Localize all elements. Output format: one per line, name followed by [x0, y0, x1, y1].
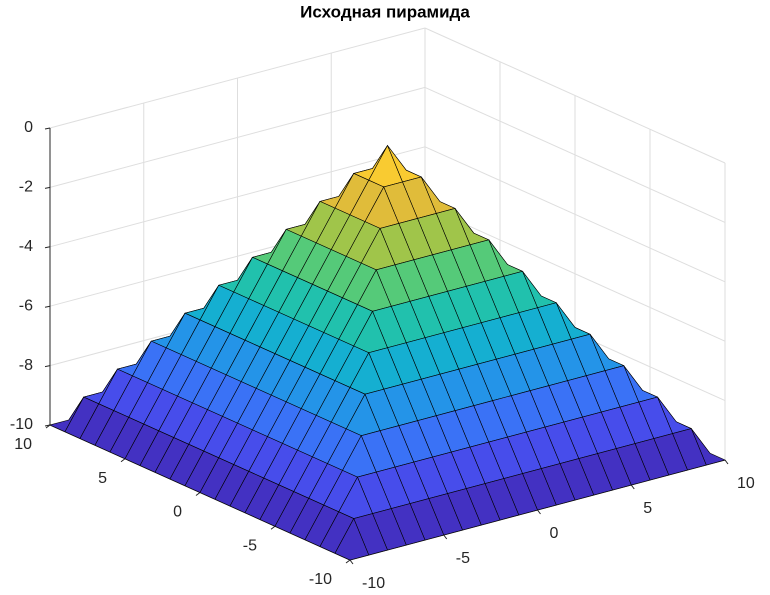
z-tick-label: -8: [19, 357, 33, 374]
y-tick: [195, 492, 201, 496]
grid-line: [424, 205, 726, 342]
z-tick-label: -4: [19, 238, 33, 255]
x-tick: [630, 484, 635, 490]
y-tick: [345, 559, 351, 564]
z-tick: [44, 305, 51, 308]
x-tick-label: 5: [643, 500, 652, 517]
z-tick: [44, 127, 51, 130]
y-tick: [120, 458, 126, 463]
surface-face: [334, 517, 370, 561]
x-tick-label: -10: [362, 575, 385, 592]
x-tick: [537, 509, 541, 515]
z-tick: [44, 365, 51, 368]
z-tick: [44, 186, 51, 189]
chart-title: Исходная пирамида: [300, 2, 470, 21]
z-tick: [44, 246, 51, 249]
z-tick-label: 0: [24, 119, 33, 136]
grid-line: [49, 27, 426, 129]
y-tick-label: 10: [14, 436, 32, 453]
grid-line: [49, 146, 426, 248]
y-tick-label: 0: [173, 504, 182, 521]
y-tick-label: 5: [98, 470, 107, 487]
grid-line: [424, 27, 726, 164]
x-tick-label: 0: [550, 525, 559, 542]
z-tick-label: -6: [19, 297, 33, 314]
x-tick: [443, 534, 448, 540]
grid-line: [424, 146, 726, 283]
x-tick: [349, 559, 354, 565]
grid-line: [424, 86, 726, 223]
y-tick-label: -5: [243, 537, 257, 554]
z-tick-label: -10: [10, 416, 33, 433]
z-tick-label: -2: [19, 179, 33, 196]
x-tick-label: -5: [456, 550, 470, 567]
x-tick-label: 10: [737, 475, 755, 492]
y-tick-label: -10: [309, 571, 332, 588]
x-tick: [724, 459, 729, 465]
y-tick: [270, 525, 276, 530]
grid-line: [49, 86, 426, 188]
z-tick: [44, 424, 51, 427]
